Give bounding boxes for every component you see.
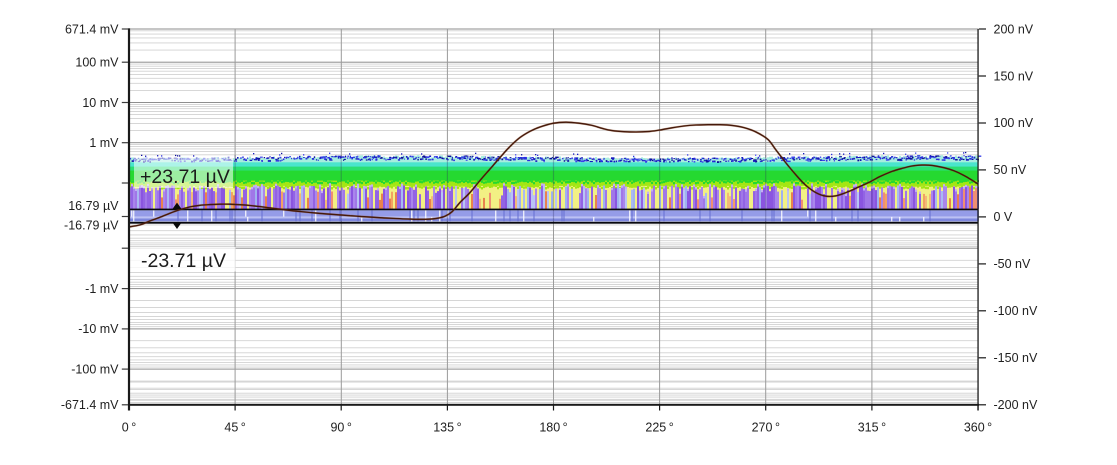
svg-text:-200 nV: -200 nV: [994, 398, 1038, 412]
svg-text:150 nV: 150 nV: [994, 69, 1034, 83]
svg-text:-100 nV: -100 nV: [994, 304, 1038, 318]
svg-text:90 °: 90 °: [330, 421, 351, 435]
svg-text:-16.79 µV: -16.79 µV: [64, 218, 119, 232]
svg-text:100 mV: 100 mV: [75, 56, 119, 70]
svg-text:-1 mV: -1 mV: [85, 282, 119, 296]
svg-text:16.79 µV: 16.79 µV: [68, 199, 119, 213]
svg-text:1 mV: 1 mV: [89, 136, 119, 150]
svg-text:-10 mV: -10 mV: [78, 322, 119, 336]
svg-text:-671.4 mV: -671.4 mV: [61, 398, 119, 412]
svg-text:360 °: 360 °: [964, 421, 992, 435]
svg-text:180 °: 180 °: [539, 421, 567, 435]
svg-text:200 nV: 200 nV: [994, 22, 1034, 36]
svg-text:671.4 mV: 671.4 mV: [65, 22, 119, 36]
svg-text:100 nV: 100 nV: [994, 116, 1034, 130]
svg-text:0 V: 0 V: [994, 210, 1013, 224]
svg-text:270 °: 270 °: [752, 421, 780, 435]
svg-text:225 °: 225 °: [645, 421, 673, 435]
svg-text:45 °: 45 °: [224, 421, 245, 435]
svg-text:10 mV: 10 mV: [82, 96, 119, 110]
svg-text:135 °: 135 °: [433, 421, 461, 435]
svg-text:-23.71 µV: -23.71 µV: [141, 250, 226, 272]
svg-text:+23.71 µV: +23.71 µV: [140, 166, 230, 188]
svg-text:0 °: 0 °: [122, 421, 136, 435]
svg-text:-100 mV: -100 mV: [71, 362, 119, 376]
svg-text:-150 nV: -150 nV: [994, 351, 1038, 365]
svg-text:50 nV: 50 nV: [994, 163, 1027, 177]
svg-text:-50 nV: -50 nV: [994, 257, 1031, 271]
svg-text:315 °: 315 °: [858, 421, 886, 435]
